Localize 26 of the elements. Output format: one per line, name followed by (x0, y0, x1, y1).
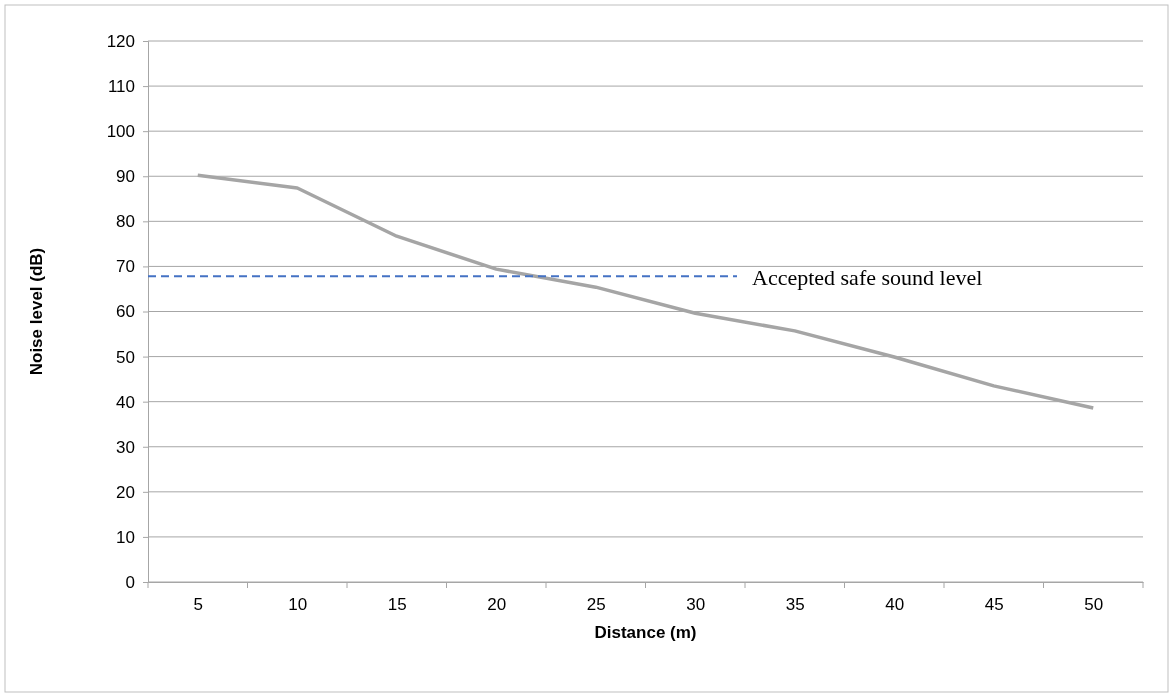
y-tick-label: 60 (116, 302, 135, 322)
x-tick-label: 50 (1084, 595, 1104, 615)
y-tick-label: 70 (116, 257, 135, 277)
x-tick-label: 10 (288, 595, 308, 615)
y-tick-label: 40 (116, 392, 135, 412)
x-tick-label: 40 (885, 595, 905, 615)
ref-line-label: Accepted safe sound level (752, 265, 983, 291)
y-tick-label: 30 (116, 437, 135, 457)
y-tick-label: 10 (116, 527, 135, 547)
x-tick-label: 5 (193, 595, 203, 615)
y-tick-label: 120 (106, 31, 135, 51)
x-axis-title: Distance (m) (594, 623, 697, 642)
y-tick-label: 80 (116, 212, 135, 232)
x-tick-label: 30 (686, 595, 706, 615)
y-tick-label: 50 (116, 347, 135, 367)
x-tick-label: 15 (387, 595, 407, 615)
x-tick-label: 25 (586, 595, 606, 615)
x-tick-label: 20 (487, 595, 507, 615)
y-tick-label: 100 (106, 122, 135, 142)
x-tick-label: 35 (785, 595, 805, 615)
x-tick-label: 45 (984, 595, 1004, 615)
y-axis-title: Noise level (dB) (27, 247, 46, 376)
y-tick-label: 0 (125, 572, 135, 592)
y-tick-label: 20 (116, 482, 135, 502)
y-tick-label: 90 (116, 167, 135, 187)
y-tick-label: 110 (107, 77, 135, 97)
